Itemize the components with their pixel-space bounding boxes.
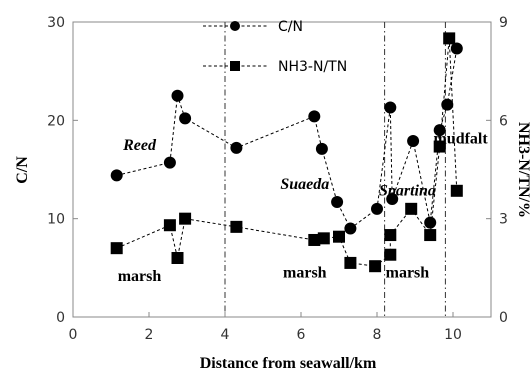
plot-frame bbox=[72, 21, 492, 318]
data-point bbox=[344, 222, 357, 235]
series-nh3 bbox=[110, 32, 463, 273]
data-point bbox=[384, 229, 397, 242]
data-point bbox=[171, 252, 184, 264]
data-point bbox=[163, 156, 176, 169]
data-point bbox=[317, 232, 330, 245]
data-point bbox=[424, 216, 437, 229]
data-point bbox=[433, 140, 446, 153]
zone-label-line1: Spartina bbox=[379, 183, 436, 200]
zone-label-line2: marsh bbox=[118, 268, 162, 285]
x-tick-label: 6 bbox=[297, 327, 306, 343]
data-point bbox=[308, 110, 321, 123]
legend-label: NH3-N/TN bbox=[278, 59, 347, 75]
axis-ticks: 0 2 4 6 8 10 0 10 20 30 0 3 6 9 bbox=[47, 15, 508, 343]
data-point bbox=[110, 169, 123, 182]
data-point bbox=[179, 212, 192, 225]
y2-tick-label: 6 bbox=[499, 113, 508, 129]
x-axis-label: Distance from seawall/km bbox=[200, 355, 377, 372]
data-point bbox=[371, 202, 383, 215]
data-point bbox=[163, 219, 176, 232]
y-tick-label: 10 bbox=[47, 212, 65, 228]
legend-marker bbox=[230, 21, 240, 31]
x-tick-label: 0 bbox=[69, 327, 78, 343]
data-point bbox=[386, 193, 399, 205]
y2-tick-label: 9 bbox=[499, 15, 508, 31]
zone-labels: Reed marsh Suaeda marsh Spartina marsh mudfalt bbox=[118, 130, 489, 285]
series-group bbox=[110, 32, 463, 273]
data-point bbox=[384, 248, 397, 261]
data-point bbox=[443, 32, 456, 45]
data-point bbox=[171, 89, 184, 102]
data-point bbox=[433, 124, 446, 137]
data-point bbox=[344, 256, 357, 269]
x-tick-label: 4 bbox=[221, 327, 230, 343]
data-point bbox=[450, 42, 463, 55]
data-point bbox=[230, 141, 243, 154]
data-point bbox=[405, 202, 418, 215]
y-tick-label: 30 bbox=[47, 15, 65, 31]
legend: C/N NH3-N/TN bbox=[203, 19, 347, 75]
data-point bbox=[424, 229, 437, 242]
data-point bbox=[230, 220, 243, 233]
x-tick-label: 8 bbox=[373, 327, 382, 343]
y2-tick-label: 3 bbox=[499, 212, 508, 228]
x-tick-label: 10 bbox=[444, 327, 462, 343]
data-point bbox=[333, 230, 345, 243]
data-point bbox=[369, 260, 382, 273]
x-tick-label: 2 bbox=[145, 327, 154, 343]
data-point bbox=[179, 112, 192, 125]
data-point bbox=[110, 242, 123, 255]
y-tick-label: 20 bbox=[47, 113, 65, 129]
zone-label-line2: marsh bbox=[283, 265, 327, 282]
data-point bbox=[331, 195, 344, 208]
data-point bbox=[450, 184, 463, 197]
series-line bbox=[116, 48, 458, 230]
legend-label: C/N bbox=[278, 19, 303, 35]
zone-dividers bbox=[224, 22, 446, 317]
y-axis-label: C/N bbox=[14, 156, 31, 184]
y-tick-label: 0 bbox=[56, 310, 65, 326]
zone-label-line1: mudfalt bbox=[433, 130, 488, 147]
data-point bbox=[308, 233, 321, 246]
y2-axis-label: NH3-N/TN/% bbox=[515, 122, 530, 218]
zone-label-line2: marsh bbox=[386, 265, 430, 282]
data-point bbox=[407, 134, 420, 147]
y2-tick-label: 0 bbox=[499, 310, 508, 326]
zone-label-line1: Suaeda bbox=[280, 176, 329, 193]
zone-label-line1: Reed bbox=[122, 137, 157, 154]
plot-border bbox=[72, 21, 492, 318]
legend-marker bbox=[230, 61, 240, 71]
data-point bbox=[315, 142, 328, 155]
data-point bbox=[384, 101, 397, 114]
data-point bbox=[441, 98, 454, 111]
series-cn bbox=[110, 42, 463, 235]
